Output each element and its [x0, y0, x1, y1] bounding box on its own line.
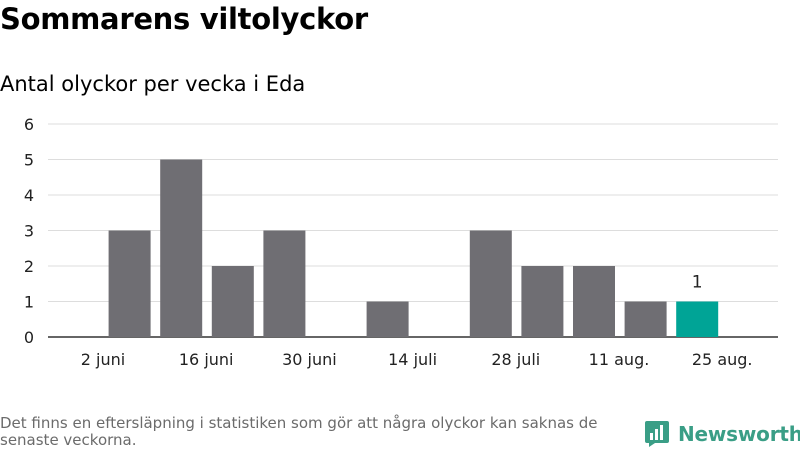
- data-labels: 1: [692, 273, 703, 293]
- footnote: Det finns en eftersläpning i statistiken…: [0, 414, 598, 449]
- chart-title: Sommarens viltolyckor: [0, 2, 368, 36]
- y-tick-label: 5: [24, 151, 34, 170]
- bar: [521, 266, 564, 337]
- x-axis-labels: 2 juni 16 juni 30 juni 14 juli 28 juli 11 aug…: [81, 350, 753, 369]
- x-tick-label: 30 juni: [282, 350, 337, 369]
- brand-logo[interactable]: Newsworthy: [644, 420, 800, 448]
- bar-highlighted: [676, 301, 719, 337]
- chart-subtitle: Antal olyckor per vecka i Eda: [0, 72, 306, 96]
- grid-lines: [48, 123, 778, 338]
- x-tick-label: 28 juli: [491, 350, 540, 369]
- x-tick-label: 11 aug.: [589, 350, 650, 369]
- y-tick-label: 6: [24, 115, 34, 134]
- bar: [263, 230, 306, 337]
- y-tick-label: 3: [24, 222, 34, 241]
- x-tick-label: 2 juni: [81, 350, 125, 369]
- bar: [469, 230, 512, 337]
- bars: [108, 159, 719, 337]
- bar: [160, 159, 203, 337]
- bar: [573, 266, 615, 337]
- x-tick-label: 25 aug.: [692, 350, 753, 369]
- y-tick-label: 4: [24, 186, 34, 205]
- bar: [366, 301, 409, 337]
- data-label: 1: [692, 273, 703, 293]
- y-tick-label: 2: [24, 257, 34, 276]
- bar: [108, 230, 151, 337]
- bar: [624, 301, 667, 337]
- brand-name: Newsworthy: [678, 422, 800, 446]
- x-tick-label: 14 juli: [388, 350, 437, 369]
- x-tick-label: 16 juni: [179, 350, 234, 369]
- bar-chart: 0 1 2 3 4 5 6 2 juni 16 juni 30 juni 14 juli 28 ju…: [24, 115, 778, 369]
- bar: [211, 266, 254, 337]
- y-tick-label: 0: [24, 328, 34, 347]
- bar-chart-icon: [645, 421, 669, 447]
- y-axis-labels: 0 1 2 3 4 5 6: [24, 115, 34, 347]
- y-tick-label: 1: [24, 293, 34, 312]
